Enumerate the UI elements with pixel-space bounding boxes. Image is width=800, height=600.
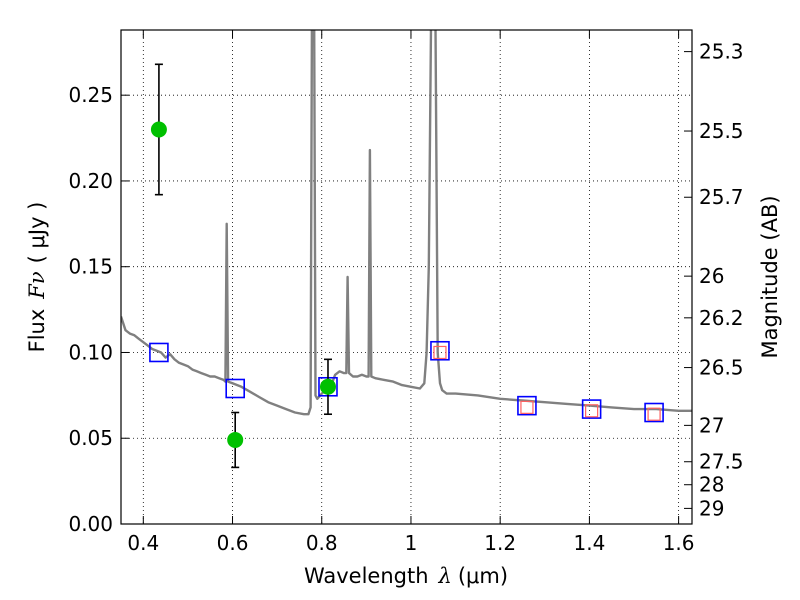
x-tick-label: 0.4 (127, 531, 159, 555)
x-tick-label: 1 (405, 531, 418, 555)
y-right-tick-label: 29 (699, 496, 724, 520)
y-axis-label: FluxFν( μJy ) (25, 202, 49, 353)
y-tick-label: 0.00 (68, 512, 113, 536)
x-axis-label: Wavelength λ (μm) (304, 564, 508, 588)
model-square-marker (581, 399, 602, 419)
model-small-square-marker (647, 407, 661, 421)
model-small-square-marker (585, 404, 599, 418)
x-tick-label: 0.8 (306, 531, 338, 555)
y-tick-label: 0.15 (68, 255, 113, 279)
x-tick-label: 0.6 (217, 531, 249, 555)
x-tick-label: 1.2 (484, 531, 516, 555)
data-layer (121, 30, 692, 469)
y-right-tick-label: 25.5 (699, 119, 744, 143)
y-right-tick-label: 26.5 (699, 356, 744, 380)
model-small-square-marker (520, 400, 534, 414)
observed-data-point (227, 431, 244, 448)
model-square-marker (644, 402, 664, 423)
y-right-tick-label: 26 (699, 264, 724, 288)
y-right-tick-label: 25.7 (699, 185, 744, 209)
grid-lines (121, 30, 692, 524)
sed-model-line (121, 30, 692, 416)
y-right-tick-label: 25.3 (699, 40, 744, 64)
y-right-tick-label: 27.5 (699, 450, 744, 474)
y-right-tick-label: 26.2 (699, 306, 744, 330)
observed-data-point (319, 378, 336, 395)
y-axis-ticks: 0.00 0.05 0.10 0.15 0.20 0.25 (68, 83, 129, 536)
y-tick-label: 0.10 (68, 340, 113, 364)
y-right-tick-label: 27 (699, 413, 724, 437)
y-tick-label: 0.20 (68, 169, 113, 193)
x-tick-label: 1.4 (573, 531, 605, 555)
x-tick-label: 1.6 (663, 531, 695, 555)
model-square-marker (225, 378, 245, 399)
x-axis-ticks: 0.4 0.6 0.8 1 1.2 1.4 1.6 (127, 30, 695, 555)
y-right-tick-label: 28 (699, 473, 724, 497)
y-tick-label: 0.25 (68, 83, 113, 107)
model-square-marker (430, 340, 450, 361)
model-small-square-marker (433, 345, 447, 360)
model-square-marker (517, 395, 537, 416)
observed-data-point (150, 121, 167, 138)
y-tick-label: 0.05 (68, 426, 113, 450)
model-square-marker (149, 342, 169, 363)
y-axis-right-label: Magnitude (AB) (758, 195, 782, 358)
plot-frame (120, 29, 693, 525)
